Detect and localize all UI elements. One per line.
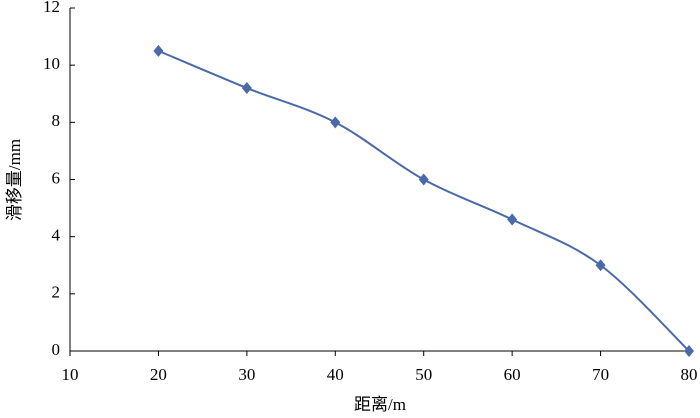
data-line (158, 49, 690, 352)
x-tick-label: 20 (150, 365, 167, 384)
data-point (684, 345, 694, 357)
y-tick-label: 12 (43, 0, 60, 16)
x-tick-label: 30 (238, 365, 255, 384)
y-tick-label: 4 (52, 226, 61, 245)
y-tick-label: 10 (43, 54, 60, 73)
x-tick-label: 60 (504, 365, 521, 384)
x-tick-label: 70 (592, 365, 609, 384)
data-point (330, 116, 341, 129)
data-point (241, 82, 252, 95)
y-tick-label: 0 (52, 340, 61, 359)
x-tick-label: 50 (415, 365, 432, 384)
data-point (418, 173, 429, 186)
x-tick-label: 10 (62, 365, 79, 384)
x-tick-label: 80 (681, 365, 698, 384)
x-tick-label: 40 (327, 365, 344, 384)
y-tick-label: 6 (52, 168, 61, 187)
y-tick-label: 8 (52, 111, 61, 130)
y-axis-label: 滑移量/mm (5, 139, 24, 221)
y-tick-label: 2 (52, 283, 61, 302)
data-point (153, 44, 164, 57)
data-point (595, 259, 606, 272)
x-axis-label: 距离/m (354, 395, 406, 414)
data-point (507, 213, 518, 226)
